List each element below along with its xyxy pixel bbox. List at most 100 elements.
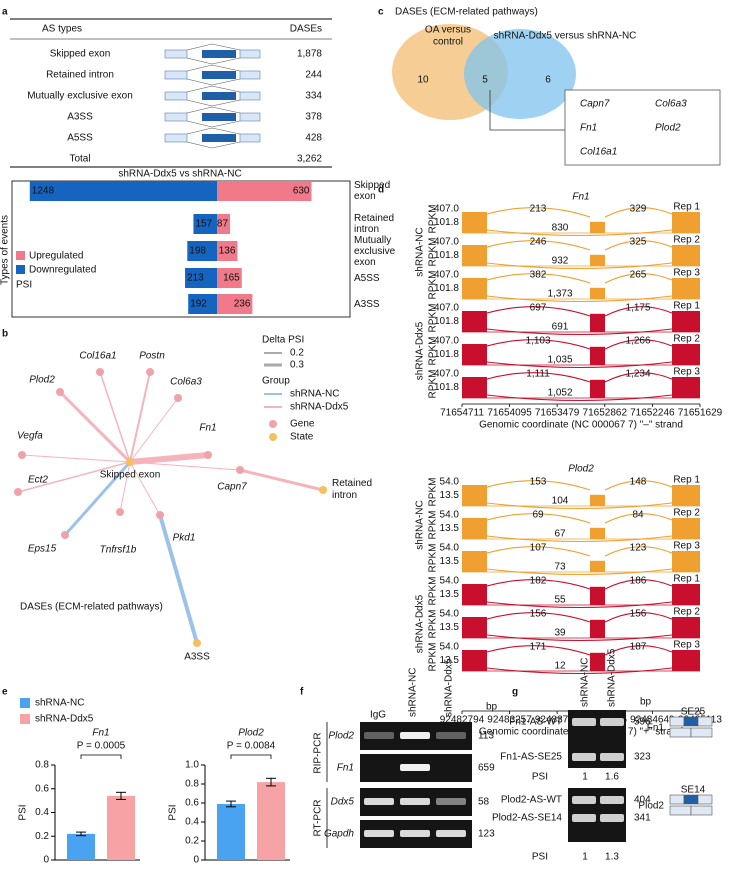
gel-band xyxy=(364,798,394,805)
category-label-box: A5SS xyxy=(354,273,380,284)
coverage xyxy=(590,313,605,332)
coverage xyxy=(590,254,605,266)
exon-icon xyxy=(202,50,236,58)
event-label: SE25 xyxy=(681,707,706,718)
legend-title: PSI xyxy=(16,280,32,291)
gel-band xyxy=(436,830,466,837)
gene-title: Plod2 xyxy=(568,464,594,475)
category-label-box: A3SS xyxy=(354,299,380,310)
y-tick-label: 407.0 xyxy=(434,270,459,281)
coverage xyxy=(462,245,487,266)
junction-arc xyxy=(604,645,673,656)
edge xyxy=(58,390,132,464)
psi-label: PSI xyxy=(532,772,548,783)
edge xyxy=(129,461,161,516)
gel-band xyxy=(600,718,624,726)
table-cell: Mutually exclusive exon xyxy=(27,91,133,102)
coverage xyxy=(590,494,605,506)
splice-line xyxy=(186,106,241,114)
gel-band xyxy=(400,764,430,771)
coverage xyxy=(462,551,487,572)
junction-count: 156 xyxy=(630,609,647,620)
y-axis-label: Types of events xyxy=(0,215,11,285)
coverage xyxy=(672,617,700,638)
rep-label: Rep 3 xyxy=(673,268,700,279)
junction-arc xyxy=(486,579,591,590)
y-tick-label: 13.5 xyxy=(440,490,460,501)
gel-band xyxy=(436,798,466,805)
category-label: Mutually exclusive exon xyxy=(354,234,396,268)
legend-label: State xyxy=(290,432,314,443)
junction-count: 182 xyxy=(530,576,547,587)
table-cell: 1,878 xyxy=(297,49,322,60)
junction-arc xyxy=(486,262,673,270)
junction-arc xyxy=(604,306,673,317)
gel-band xyxy=(572,796,596,804)
node-label: Ect2 xyxy=(28,475,48,486)
group-label: RT-PCR xyxy=(313,799,324,836)
data-label: 198 xyxy=(189,246,206,257)
legend-label: 0.3 xyxy=(290,360,304,371)
data-label: 87 xyxy=(217,219,229,230)
node xyxy=(319,486,327,494)
coverage xyxy=(590,619,605,638)
splice-line xyxy=(186,43,241,51)
exon-icon xyxy=(669,794,685,805)
junction-arc xyxy=(486,328,673,336)
junction-arc xyxy=(486,295,673,303)
y-axis-label: RPKM xyxy=(428,610,439,639)
y-tick-label: 54.0 xyxy=(440,576,460,587)
junction-count: 186 xyxy=(630,576,647,587)
panel-label: g xyxy=(512,687,518,698)
y-tick-label: 13.5 xyxy=(440,556,460,567)
venn-count: 10 xyxy=(417,75,429,86)
legend-label: 0.2 xyxy=(290,348,304,359)
annotation: P = 0.0005 xyxy=(77,741,126,752)
set-label: OA versus xyxy=(425,25,471,36)
rep-label: Rep 1 xyxy=(673,202,700,213)
lane-label: shRNA-NC xyxy=(580,658,591,707)
junction-count: 1,175 xyxy=(625,303,650,314)
y-axis-label: RPKM xyxy=(428,304,439,333)
group-label: RIP-PCR xyxy=(313,732,324,773)
legend-title: Delta PSI xyxy=(262,335,304,346)
exon-icon xyxy=(202,113,236,121)
node xyxy=(236,466,244,474)
junction-arc xyxy=(486,273,591,284)
data-label: 630 xyxy=(293,186,310,197)
set-label: control xyxy=(433,37,463,48)
y-axis-label: RPKM xyxy=(428,205,439,234)
gel-band xyxy=(400,830,430,837)
coverage xyxy=(672,485,700,506)
coverage xyxy=(462,617,487,638)
coverage xyxy=(590,379,605,398)
exon-icon xyxy=(690,727,713,738)
junction-arc xyxy=(486,306,591,317)
bar xyxy=(188,294,217,314)
lane-label: IgG xyxy=(370,710,386,721)
junction-count: 187 xyxy=(630,642,647,653)
psi-label: PSI xyxy=(532,852,548,863)
splice-line xyxy=(186,64,241,72)
legend-swatch xyxy=(20,698,30,708)
venn-title: DASEs (ECM-related pathways) xyxy=(395,7,538,18)
junction-count: 830 xyxy=(552,223,569,234)
y-axis-label: RPKM xyxy=(428,238,439,267)
gel-band xyxy=(400,798,430,805)
y-tick-label: 0.4 xyxy=(35,807,49,818)
node xyxy=(204,451,212,459)
y-axis-label: RPKM xyxy=(428,370,439,399)
legend-label: shRNA-Ddx5 xyxy=(290,402,349,413)
rep-label: Rep 1 xyxy=(673,574,700,585)
exon-icon xyxy=(164,91,188,101)
junction-arc xyxy=(486,480,591,491)
coverage xyxy=(590,221,605,233)
category-label-box: Mutually exclusive exon xyxy=(354,234,396,268)
y-tick-label: 101.8 xyxy=(434,250,459,261)
exon-icon xyxy=(164,70,188,80)
bar xyxy=(29,181,217,201)
legend-swatch xyxy=(20,714,30,724)
size-label: 596 xyxy=(634,717,651,728)
junction-count: 1,266 xyxy=(625,336,650,347)
y-tick-label: 13.5 xyxy=(440,589,460,600)
